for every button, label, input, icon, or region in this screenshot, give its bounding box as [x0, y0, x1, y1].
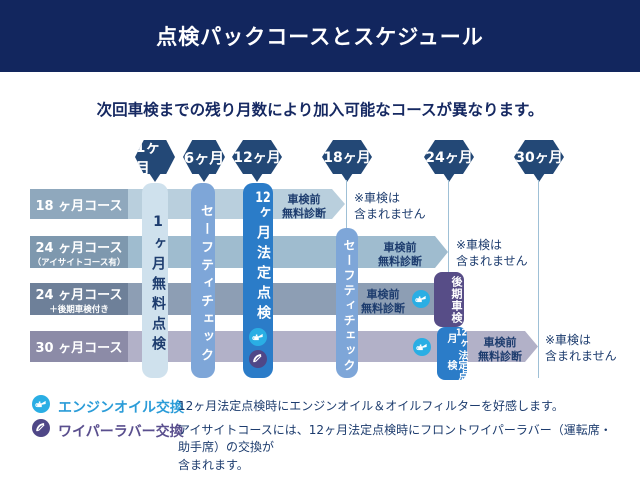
header-bar: 点検パックコースとスケジュール	[0, 0, 640, 72]
marker-pointer	[198, 173, 210, 182]
timeline-marker-12month: 12ヶ月	[232, 140, 282, 174]
marker-label: 1ヶ月	[135, 138, 161, 177]
bar-late-inspection: 後期車検	[434, 272, 464, 327]
course-label-18: 18 ヶ月コース	[30, 189, 128, 219]
course-subname: ＋後期車検付き	[49, 304, 109, 315]
wiper-icon	[32, 419, 50, 437]
not-included-note-row4: ※車検は 含まれません	[545, 333, 617, 363]
legend-oil-description: 12ヶ月法定点検時にエンジンオイル＆オイルフィルターを好感します。	[178, 399, 564, 413]
legend-wiper-description: アイサイトコースには、12ヶ月法定点検時にフロントワイパーラバー（運転席・助手席…	[178, 423, 612, 472]
marker-label: 30ヶ月	[515, 150, 563, 166]
course-name: 18 ヶ月コース	[35, 198, 123, 214]
course-name: 24 ヶ月コース	[35, 287, 123, 303]
timeline-marker-18month: 18ヶ月	[322, 140, 372, 174]
pre-inspection-note-row4: 車検前 無料診断	[478, 336, 522, 363]
bar-text: ヶ月	[445, 333, 467, 349]
bar-12month-legal-inspection: 12ヶ月法定点検	[243, 183, 273, 378]
bar-safety-check-6month: セーフティチェック	[191, 183, 215, 378]
wiper-icon	[249, 350, 267, 368]
legend-oil-label: エンジンオイル交換	[58, 400, 184, 416]
oil-can-icon	[249, 328, 267, 346]
timeline-marker-30month: 30ヶ月	[514, 140, 564, 174]
timeline-dropline-30	[538, 180, 539, 378]
intro-text: 次回車検までの残り月数により加入可能なコースが異なります。	[96, 101, 544, 119]
pre-inspection-note-row2: 車検前 無料診断	[378, 241, 422, 268]
pre-inspection-note-row1: 車検前 無料診断	[282, 193, 326, 220]
oil-can-icon	[413, 338, 431, 356]
course-subname: （アイサイトコース有）	[32, 257, 126, 268]
not-included-note-row1: ※車検は 含まれません	[354, 191, 426, 221]
pre-inspection-note-row3: 車検前 無料診断	[361, 288, 405, 315]
marker-pointer	[533, 173, 545, 182]
marker-label: 24ヶ月	[425, 150, 473, 166]
marker-pointer	[443, 173, 455, 182]
marker-label: 18ヶ月	[323, 150, 371, 166]
course-name: 24 ヶ月コース	[35, 240, 123, 256]
timeline-marker-1month: 1ヶ月	[135, 140, 175, 174]
bar-number: 12	[255, 191, 271, 205]
bar-col-left: 法定点検	[445, 349, 467, 380]
marker-label: 6ヶ月	[183, 148, 225, 167]
timeline-marker-6month: 6ヶ月	[183, 140, 225, 174]
page-title: 点検パックコースとスケジュール	[156, 25, 484, 49]
bar-12month-legal-inspection-30course: 12ヶ月 法定点検	[437, 327, 467, 380]
oil-can-icon	[32, 395, 50, 413]
course-label-24late: 24 ヶ月コース ＋後期車検付き	[30, 283, 128, 315]
course-name: 30 ヶ月コース	[35, 341, 123, 356]
marker-label: 12ヶ月	[233, 150, 281, 166]
bar-number: 12	[456, 328, 467, 339]
course-label-30: 30 ヶ月コース	[30, 331, 128, 362]
marker-pointer	[341, 173, 353, 182]
bar-col-right: 12ヶ月	[437, 327, 467, 350]
course-label-24eyesight: 24 ヶ月コース （アイサイトコース有）	[30, 236, 128, 268]
marker-pointer	[251, 173, 263, 182]
bar-1month-free-inspection: 1ヶ月無料点検	[142, 183, 168, 378]
legend-wiper-label: ワイパーラバー交換	[58, 424, 184, 440]
bar-safety-check-18month: セーフティチェック	[336, 228, 358, 378]
oil-can-icon	[412, 290, 430, 308]
timeline-marker-24month: 24ヶ月	[424, 140, 474, 174]
not-included-note-row2: ※車検は 含まれません	[456, 238, 528, 268]
marker-pointer	[149, 173, 161, 182]
bar-text: ヶ月法定点検	[255, 205, 271, 325]
